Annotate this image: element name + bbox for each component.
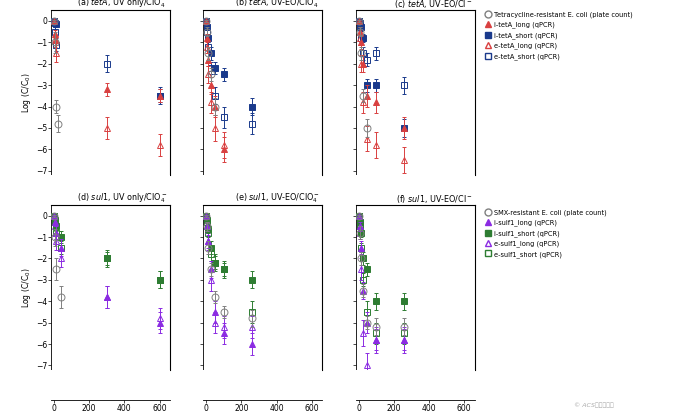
X-axis label: Time (s): Time (s) bbox=[400, 220, 431, 229]
X-axis label: Time (s): Time (s) bbox=[95, 220, 126, 229]
Text: (e) $\it{sul1}$, UV-EO/ClO$_4^-$: (e) $\it{sul1}$, UV-EO/ClO$_4^-$ bbox=[235, 192, 320, 205]
X-axis label: UV$_{254}$ Dose (mJ/cm$^2$): UV$_{254}$ Dose (mJ/cm$^2$) bbox=[375, 190, 456, 204]
Text: (f) $\it{sul1}$, UV-EO/Cl$^-$: (f) $\it{sul1}$, UV-EO/Cl$^-$ bbox=[395, 193, 473, 205]
Text: © ACS美国化学会: © ACS美国化学会 bbox=[574, 402, 614, 408]
X-axis label: UV$_{254}$ Dose (mJ/cm$^2$): UV$_{254}$ Dose (mJ/cm$^2$) bbox=[70, 384, 151, 399]
X-axis label: UV$_{254}$ Dose (mJ/cm$^2$): UV$_{254}$ Dose (mJ/cm$^2$) bbox=[223, 190, 303, 204]
Legend: Tetracycline-resistant E. coli (plate count), i-tetA_long (qPCR), i-tetA_short (: Tetracycline-resistant E. coli (plate co… bbox=[485, 12, 633, 60]
X-axis label: Time (s): Time (s) bbox=[247, 220, 279, 229]
X-axis label: UV$_{254}$ Dose (mJ/cm$^2$): UV$_{254}$ Dose (mJ/cm$^2$) bbox=[375, 384, 456, 399]
Legend: SMX-resistant E. coli (plate count), i-sulf1_long (qPCR), i-sulf1_short (qPCR), : SMX-resistant E. coli (plate count), i-s… bbox=[485, 209, 607, 258]
Y-axis label: Log (C/C$_0$): Log (C/C$_0$) bbox=[20, 73, 33, 113]
Text: (a) $\it{tetA}$, UV only/ClO$_4^-$: (a) $\it{tetA}$, UV only/ClO$_4^-$ bbox=[77, 0, 168, 10]
X-axis label: UV$_{254}$ Dose (mJ/cm$^2$): UV$_{254}$ Dose (mJ/cm$^2$) bbox=[223, 384, 303, 399]
Y-axis label: Log (C/C$_0$): Log (C/C$_0$) bbox=[20, 267, 33, 307]
Text: (d) $\it{sul1}$, UV only/ClO$_4^-$: (d) $\it{sul1}$, UV only/ClO$_4^-$ bbox=[77, 192, 168, 205]
Text: (c) $\it{tetA}$, UV-EO/Cl$^-$: (c) $\it{tetA}$, UV-EO/Cl$^-$ bbox=[394, 0, 473, 10]
X-axis label: UV$_{254}$ Dose (mJ/cm$^2$): UV$_{254}$ Dose (mJ/cm$^2$) bbox=[70, 190, 151, 204]
Text: (b) $\it{tetA}$, UV-EO/ClO$_4^-$: (b) $\it{tetA}$, UV-EO/ClO$_4^-$ bbox=[235, 0, 320, 10]
